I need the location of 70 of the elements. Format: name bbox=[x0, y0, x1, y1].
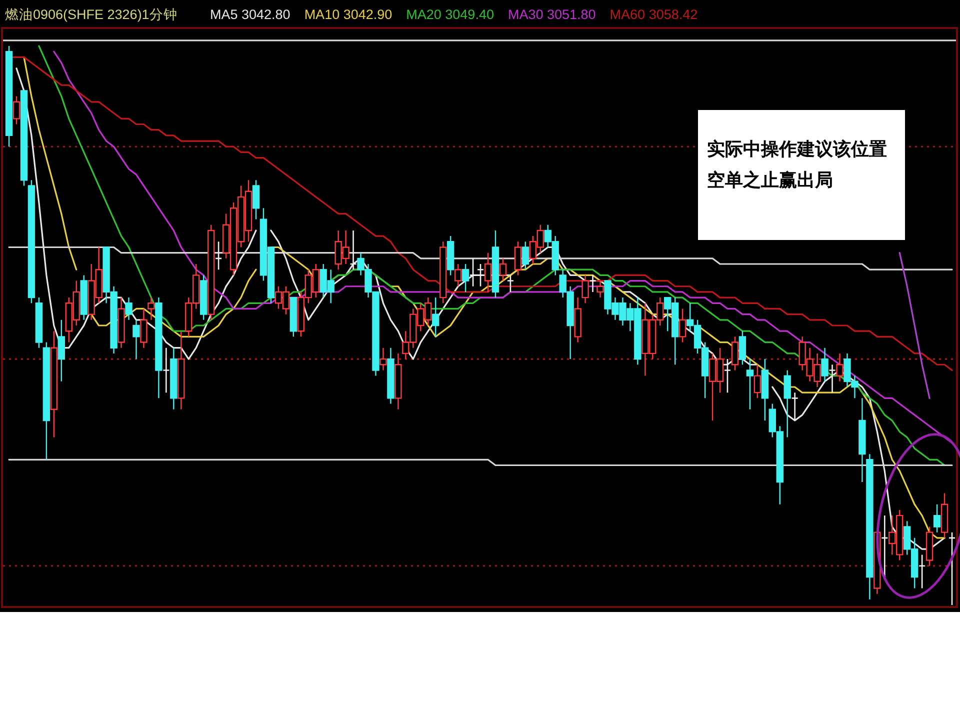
text: MA5 3042.80 bbox=[210, 7, 290, 22]
candlestick bbox=[12, 96, 20, 125]
candlestick bbox=[214, 241, 222, 270]
candlestick bbox=[821, 347, 828, 382]
candlestick bbox=[5, 45, 13, 148]
candlestick bbox=[731, 336, 739, 371]
candlestick bbox=[20, 90, 28, 186]
candlestick bbox=[132, 319, 140, 360]
candlestick bbox=[380, 347, 387, 371]
candlestick bbox=[50, 330, 58, 438]
candlestick bbox=[148, 296, 155, 321]
candlestick bbox=[387, 347, 394, 404]
candlestick bbox=[574, 296, 582, 343]
candlestick bbox=[828, 364, 836, 394]
candlestick bbox=[918, 554, 926, 589]
candlestick bbox=[80, 274, 88, 321]
candlestick bbox=[596, 280, 604, 298]
candlestick bbox=[499, 258, 507, 282]
candlestick bbox=[469, 258, 477, 288]
candlestick bbox=[514, 241, 522, 276]
candlestick bbox=[678, 308, 686, 343]
candlestick bbox=[252, 180, 260, 220]
candlestick bbox=[836, 352, 844, 382]
text: MA60 3058.42 bbox=[610, 7, 698, 22]
candlestick bbox=[476, 263, 484, 288]
candlestick bbox=[155, 296, 162, 399]
candlestick bbox=[58, 319, 65, 382]
candlestick bbox=[492, 230, 500, 298]
candlestick bbox=[125, 296, 132, 321]
candlestick bbox=[394, 352, 402, 410]
candlestick bbox=[35, 296, 43, 348]
candlestick bbox=[454, 263, 462, 287]
candlestick bbox=[784, 370, 791, 438]
candlestick bbox=[140, 308, 148, 348]
candlestick bbox=[178, 330, 185, 410]
candlestick bbox=[28, 180, 36, 304]
candlestick bbox=[866, 453, 874, 600]
candlestick bbox=[589, 274, 596, 293]
candlestick bbox=[858, 398, 866, 483]
candlestick bbox=[933, 504, 941, 533]
candlestick bbox=[582, 274, 589, 304]
candlestick bbox=[446, 235, 454, 276]
candlestick bbox=[754, 364, 762, 399]
candlestick bbox=[761, 358, 768, 422]
candlestick bbox=[200, 274, 208, 321]
candlestick bbox=[926, 526, 934, 566]
candlestick bbox=[724, 358, 732, 394]
candlestick bbox=[948, 532, 956, 606]
candlestick bbox=[350, 230, 357, 270]
candlestick bbox=[484, 252, 492, 293]
candlestick bbox=[42, 342, 50, 460]
candlestick bbox=[880, 514, 888, 578]
candlestick bbox=[162, 347, 170, 394]
candlestick bbox=[290, 296, 297, 338]
candlestick bbox=[118, 296, 125, 348]
chart-title: 燃油0906(SHFE 2326)1分钟 bbox=[5, 7, 178, 22]
candlestick bbox=[432, 296, 440, 338]
candlestick bbox=[462, 263, 470, 293]
candlestick bbox=[738, 330, 746, 366]
text: MA30 3051.80 bbox=[508, 7, 596, 22]
candlestick bbox=[207, 224, 215, 321]
text: MA10 3042.90 bbox=[304, 7, 392, 22]
candlestick bbox=[439, 241, 447, 304]
candlestick bbox=[940, 492, 948, 539]
candlestick bbox=[791, 392, 798, 422]
text: MA20 3049.40 bbox=[406, 7, 494, 22]
candlestick bbox=[506, 274, 514, 293]
candlestick bbox=[170, 347, 178, 410]
candlestick bbox=[746, 358, 754, 410]
candlestick bbox=[522, 241, 530, 270]
